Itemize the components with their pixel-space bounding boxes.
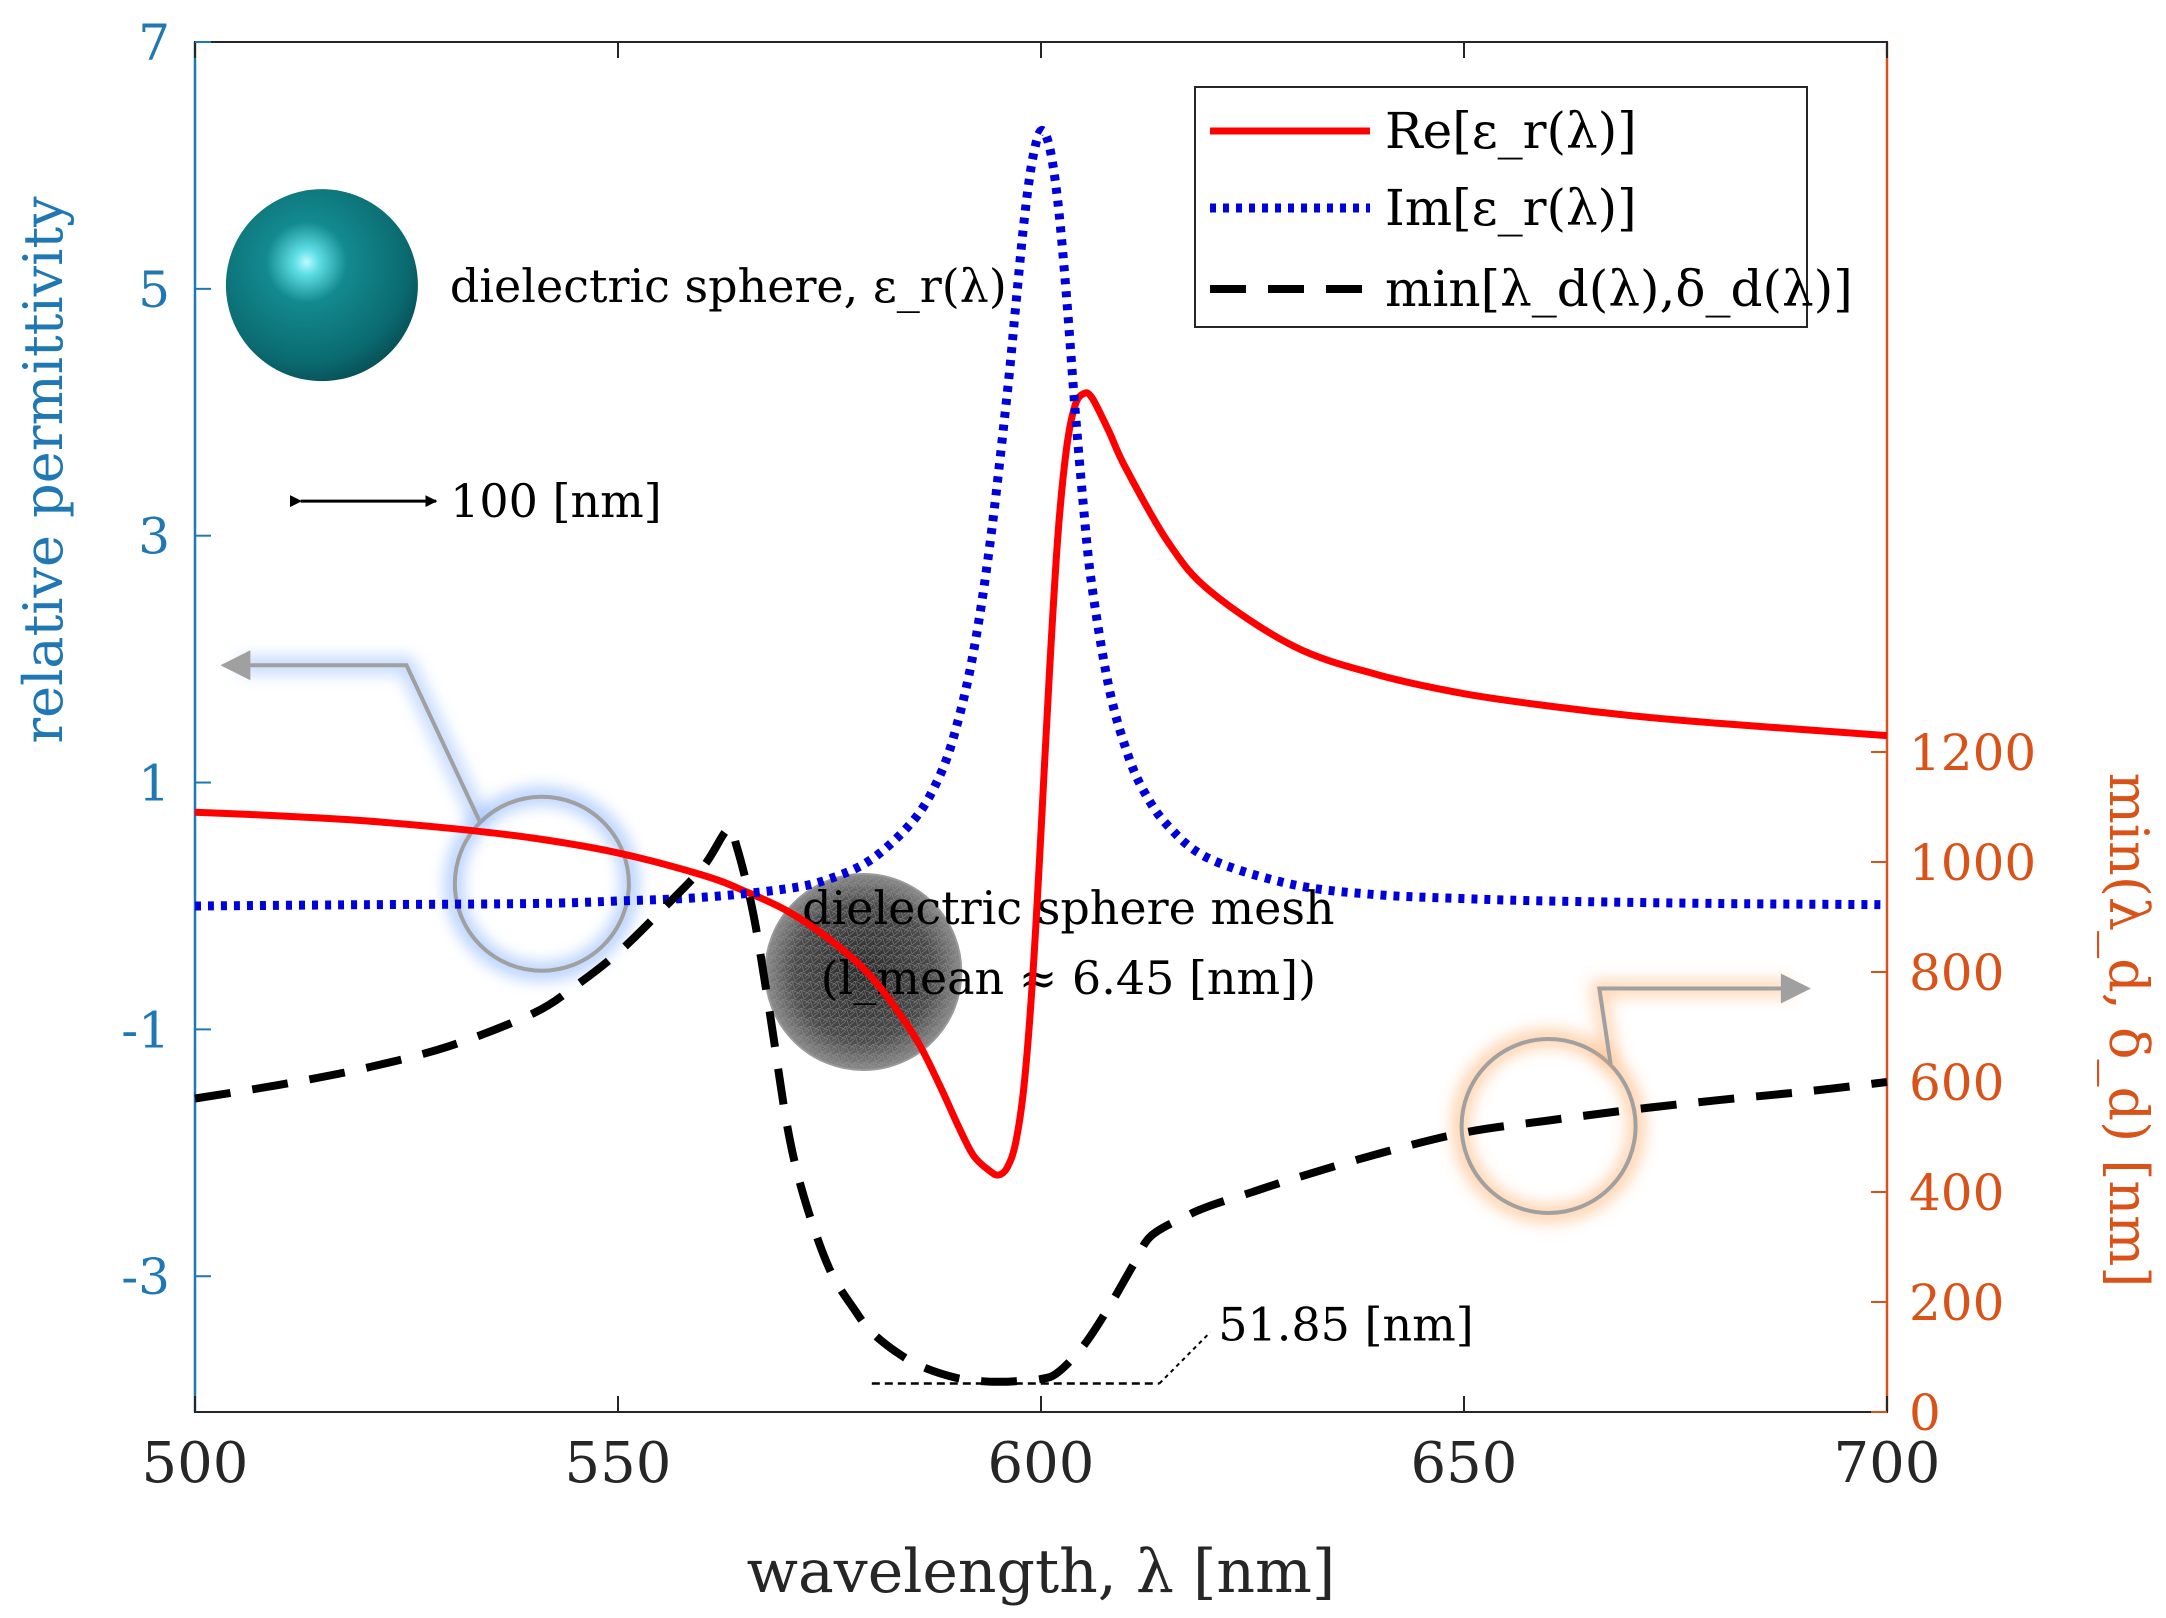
right-arrow-head	[1780, 973, 1811, 1004]
legend-label-im: Im[ε_r(λ)]	[1385, 179, 1637, 237]
left-tick-label: 3	[138, 508, 170, 566]
right-marker-circle	[1459, 1037, 1638, 1215]
right-tick-label: 400	[1909, 1164, 2004, 1222]
left-arrow-head	[220, 650, 251, 681]
mesh-label-line1: dielectric sphere mesh	[802, 881, 1334, 935]
right-axis-label: min(λ_d, δ_d) [nm]	[2097, 773, 2160, 1288]
x-tick-label: 700	[1834, 1431, 1941, 1496]
right-tick-label: 0	[1909, 1384, 1941, 1442]
left-tick-label: 7	[138, 14, 170, 72]
right-tick-label: 200	[1909, 1274, 2004, 1332]
axis-tick-labels: 500 550 600 650 700 -3 -1 1 3 5 7 0 200 400 600 800 1000…	[121, 14, 2036, 1496]
right-tick-label: 600	[1909, 1054, 2004, 1112]
right-tick-label: 800	[1909, 944, 2004, 1002]
dielectric-sphere-image	[225, 189, 418, 382]
legend-label-min: min[λ_d(λ),δ_d(λ)]	[1385, 260, 1853, 318]
right-tick-label: 1000	[1909, 834, 2036, 892]
x-tick-label: 600	[988, 1431, 1095, 1496]
sphere-label: dielectric sphere, ε_r(λ)	[450, 259, 1007, 313]
right-tick-label: 1200	[1909, 724, 2036, 782]
scale-bar-label: 100 [nm]	[450, 474, 662, 528]
x-axis-label: wavelength, λ [nm]	[747, 1537, 1336, 1607]
x-tick-label: 650	[1411, 1431, 1518, 1496]
min-callout-line	[1158, 1331, 1211, 1385]
min-value-label: 51.85 [nm]	[1218, 1297, 1473, 1351]
left-tick-label: 1	[138, 755, 170, 813]
legend-label-re: Re[ε_r(λ)]	[1385, 102, 1637, 160]
right-arrow-glow	[1590, 980, 1791, 1066]
x-tick-label: 500	[142, 1431, 249, 1496]
annotations: dielectric sphere, ε_r(λ) 100 [nm] dielect…	[220, 189, 1811, 1385]
legend: Re[ε_r(λ)] Im[ε_r(λ)] min[λ_d(λ),δ_d(λ)]	[1194, 86, 1853, 328]
left-marker-circle	[452, 794, 631, 973]
left-tick-label: -1	[121, 1001, 170, 1059]
series-re-epsilon	[194, 389, 1888, 1179]
series-im-epsilon	[194, 125, 1888, 911]
left-tick-label: -3	[121, 1248, 170, 1306]
left-tick-label: 5	[138, 261, 170, 319]
series-min-length	[194, 824, 1888, 1386]
mesh-label-line2: (l_mean ≈ 6.45 [nm])	[821, 951, 1316, 1005]
x-tick-label: 550	[565, 1431, 672, 1496]
left-arrow-line	[240, 663, 482, 823]
left-axis-label: relative permittivity	[12, 196, 75, 744]
right-arrow-line	[1597, 986, 1791, 1065]
